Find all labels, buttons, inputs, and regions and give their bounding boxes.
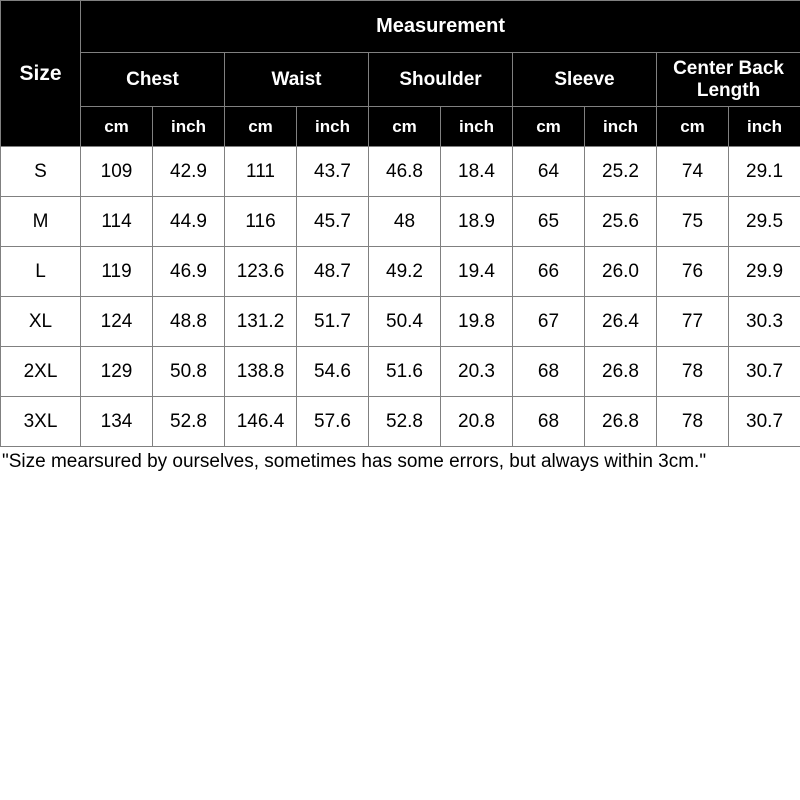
table-row: L 119 46.9 123.6 48.7 49.2 19.4 66 26.0 … [1,247,800,297]
cell: 124 [81,297,153,347]
cell-size: S [1,147,81,197]
cell: 19.4 [441,247,513,297]
cell-size: 2XL [1,347,81,397]
cell: 78 [657,397,729,447]
cell: 78 [657,347,729,397]
cell: 54.6 [297,347,369,397]
header-unit-inch: inch [153,107,225,147]
cell: 111 [225,147,297,197]
cell: 46.9 [153,247,225,297]
cell: 30.3 [729,297,800,347]
cell: 29.9 [729,247,800,297]
cell: 75 [657,197,729,247]
cell: 129 [81,347,153,397]
cell-size: XL [1,297,81,347]
cell: 46.8 [369,147,441,197]
cell: 114 [81,197,153,247]
cell: 64 [513,147,585,197]
cell: 74 [657,147,729,197]
cell: 138.8 [225,347,297,397]
cell: 44.9 [153,197,225,247]
cell: 146.4 [225,397,297,447]
header-chest: Chest [81,53,225,107]
footnote-text: "Size mearsured by ourselves, sometimes … [0,447,800,479]
cell: 26.4 [585,297,657,347]
cell: 26.8 [585,347,657,397]
cell: 49.2 [369,247,441,297]
cell: 26.0 [585,247,657,297]
cell: 67 [513,297,585,347]
table-row: XL 124 48.8 131.2 51.7 50.4 19.8 67 26.4… [1,297,800,347]
cell-size: 3XL [1,397,81,447]
cell: 52.8 [153,397,225,447]
cell: 76 [657,247,729,297]
header-unit-cm: cm [369,107,441,147]
header-unit-cm: cm [513,107,585,147]
cell: 29.1 [729,147,800,197]
cell: 77 [657,297,729,347]
header-measurement: Measurement [81,1,800,53]
header-unit-inch: inch [297,107,369,147]
cell: 45.7 [297,197,369,247]
cell: 116 [225,197,297,247]
cell-size: L [1,247,81,297]
header-unit-cm: cm [81,107,153,147]
header-sleeve: Sleeve [513,53,657,107]
header-waist: Waist [225,53,369,107]
table-row: S 109 42.9 111 43.7 46.8 18.4 64 25.2 74… [1,147,800,197]
cell: 134 [81,397,153,447]
header-unit-cm: cm [657,107,729,147]
cell: 26.8 [585,397,657,447]
cell: 119 [81,247,153,297]
cell: 29.5 [729,197,800,247]
cell: 123.6 [225,247,297,297]
cell: 131.2 [225,297,297,347]
cell: 19.8 [441,297,513,347]
cell: 18.4 [441,147,513,197]
cell: 65 [513,197,585,247]
table-row: 2XL 129 50.8 138.8 54.6 51.6 20.3 68 26.… [1,347,800,397]
cell: 66 [513,247,585,297]
header-shoulder: Shoulder [369,53,513,107]
cell: 25.6 [585,197,657,247]
cell: 68 [513,397,585,447]
table-row: 3XL 134 52.8 146.4 57.6 52.8 20.8 68 26.… [1,397,800,447]
header-unit-inch: inch [585,107,657,147]
cell: 42.9 [153,147,225,197]
cell: 68 [513,347,585,397]
cell: 52.8 [369,397,441,447]
cell: 50.4 [369,297,441,347]
cell: 43.7 [297,147,369,197]
header-size: Size [1,1,81,147]
header-unit-inch: inch [729,107,800,147]
cell: 20.3 [441,347,513,397]
cell: 18.9 [441,197,513,247]
cell: 50.8 [153,347,225,397]
cell: 48.7 [297,247,369,297]
size-chart-container: Size Measurement Chest Waist Shoulder Sl… [0,0,800,800]
cell: 48 [369,197,441,247]
cell: 51.6 [369,347,441,397]
cell: 48.8 [153,297,225,347]
header-unit-cm: cm [225,107,297,147]
cell: 51.7 [297,297,369,347]
cell: 20.8 [441,397,513,447]
header-center-back-length: Center Back Length [657,53,800,107]
cell: 109 [81,147,153,197]
cell: 25.2 [585,147,657,197]
cell: 57.6 [297,397,369,447]
cell: 30.7 [729,347,800,397]
header-unit-inch: inch [441,107,513,147]
cell-size: M [1,197,81,247]
cell: 30.7 [729,397,800,447]
table-row: M 114 44.9 116 45.7 48 18.9 65 25.6 75 2… [1,197,800,247]
size-chart-table: Size Measurement Chest Waist Shoulder Sl… [0,0,800,447]
